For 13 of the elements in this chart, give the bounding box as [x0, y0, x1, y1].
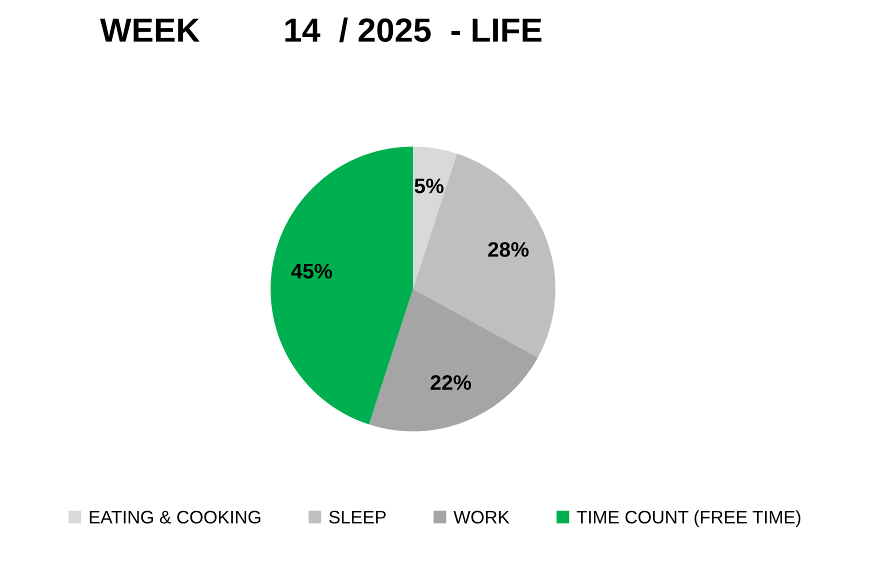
data-label: 5% — [414, 178, 444, 194]
data-label: 22% — [430, 375, 472, 390]
legend-label: TIME COUNT (FREE TIME) — [576, 510, 800, 528]
data-label: 28% — [488, 242, 529, 257]
data-label: 45% — [291, 264, 332, 279]
pie-slice — [413, 154, 556, 358]
pie-slice — [270, 146, 413, 424]
pie-slice — [413, 146, 458, 289]
chart-title: WEEK 14 / 2025 - LIFE — [100, 17, 542, 42]
legend-label: EATING & COOKING — [90, 510, 260, 524]
legend-label: SLEEP — [329, 510, 386, 524]
pie-slice — [368, 289, 538, 432]
legend-label: WORK — [454, 510, 510, 524]
